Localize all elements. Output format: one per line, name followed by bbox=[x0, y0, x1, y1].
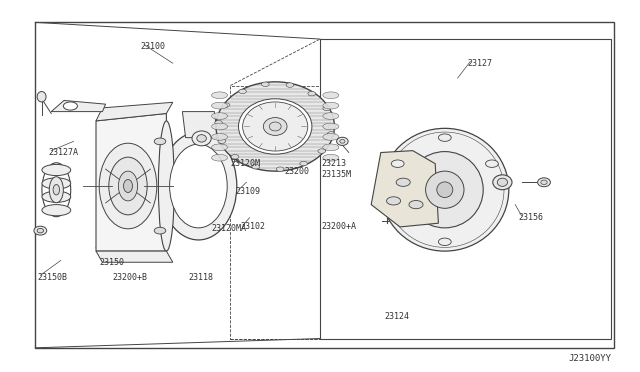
Ellipse shape bbox=[239, 89, 246, 94]
Text: J23100YY: J23100YY bbox=[568, 354, 611, 363]
Ellipse shape bbox=[328, 124, 336, 129]
Ellipse shape bbox=[381, 128, 509, 251]
Ellipse shape bbox=[212, 144, 228, 151]
Ellipse shape bbox=[340, 140, 345, 143]
Ellipse shape bbox=[262, 82, 269, 87]
Text: 23200: 23200 bbox=[285, 167, 310, 176]
Polygon shape bbox=[51, 100, 106, 112]
Ellipse shape bbox=[264, 118, 287, 135]
Ellipse shape bbox=[323, 134, 339, 140]
Ellipse shape bbox=[406, 152, 483, 228]
Ellipse shape bbox=[212, 113, 228, 119]
Ellipse shape bbox=[37, 92, 46, 102]
Ellipse shape bbox=[323, 154, 339, 161]
Polygon shape bbox=[371, 151, 438, 227]
Ellipse shape bbox=[118, 171, 138, 201]
Text: 23120MA: 23120MA bbox=[211, 224, 246, 233]
Ellipse shape bbox=[436, 182, 453, 198]
Text: 23109: 23109 bbox=[236, 187, 260, 196]
Ellipse shape bbox=[486, 160, 499, 167]
Text: 23150: 23150 bbox=[99, 258, 124, 267]
Text: 23200+A: 23200+A bbox=[322, 222, 357, 231]
Ellipse shape bbox=[42, 191, 70, 202]
Bar bbox=[320, 39, 611, 339]
Ellipse shape bbox=[109, 157, 147, 215]
Ellipse shape bbox=[53, 185, 60, 195]
Ellipse shape bbox=[197, 135, 206, 142]
Ellipse shape bbox=[63, 102, 77, 110]
Ellipse shape bbox=[49, 177, 63, 203]
Ellipse shape bbox=[323, 144, 339, 151]
Ellipse shape bbox=[387, 197, 401, 205]
Ellipse shape bbox=[231, 154, 239, 159]
Ellipse shape bbox=[323, 123, 339, 130]
Text: 23127A: 23127A bbox=[48, 148, 78, 157]
Polygon shape bbox=[96, 102, 173, 121]
Polygon shape bbox=[96, 251, 173, 262]
Polygon shape bbox=[96, 113, 166, 251]
Text: 23118: 23118 bbox=[189, 273, 214, 282]
Bar bbox=[35, 22, 614, 348]
Ellipse shape bbox=[538, 178, 550, 187]
Text: 23102: 23102 bbox=[240, 222, 265, 231]
Ellipse shape bbox=[323, 92, 339, 99]
Ellipse shape bbox=[541, 180, 547, 185]
Ellipse shape bbox=[243, 102, 308, 151]
Text: 23135M: 23135M bbox=[322, 170, 352, 179]
Ellipse shape bbox=[269, 122, 281, 131]
Ellipse shape bbox=[300, 161, 307, 166]
Ellipse shape bbox=[327, 132, 335, 136]
Ellipse shape bbox=[497, 178, 508, 186]
Text: 23127: 23127 bbox=[467, 59, 492, 68]
Ellipse shape bbox=[154, 227, 166, 234]
Ellipse shape bbox=[212, 102, 228, 109]
Ellipse shape bbox=[124, 180, 132, 193]
Ellipse shape bbox=[170, 144, 227, 228]
Ellipse shape bbox=[37, 228, 44, 233]
Ellipse shape bbox=[34, 226, 47, 235]
Ellipse shape bbox=[158, 121, 174, 251]
Bar bbox=[230, 86, 320, 339]
Ellipse shape bbox=[391, 160, 404, 167]
Ellipse shape bbox=[212, 134, 228, 140]
Ellipse shape bbox=[42, 164, 70, 176]
Ellipse shape bbox=[212, 154, 228, 161]
Ellipse shape bbox=[239, 99, 312, 154]
Ellipse shape bbox=[252, 164, 260, 169]
Ellipse shape bbox=[323, 102, 339, 109]
Ellipse shape bbox=[212, 92, 228, 99]
Ellipse shape bbox=[409, 201, 423, 209]
Ellipse shape bbox=[42, 178, 70, 189]
Ellipse shape bbox=[438, 238, 451, 246]
Ellipse shape bbox=[42, 205, 70, 216]
Text: 23124: 23124 bbox=[384, 312, 409, 321]
Ellipse shape bbox=[216, 82, 334, 171]
Ellipse shape bbox=[337, 137, 348, 145]
Ellipse shape bbox=[308, 92, 316, 96]
Ellipse shape bbox=[493, 175, 512, 190]
Text: 23150B: 23150B bbox=[37, 273, 67, 282]
Ellipse shape bbox=[154, 138, 166, 145]
Text: 23100: 23100 bbox=[141, 42, 166, 51]
Text: 23156: 23156 bbox=[518, 213, 543, 222]
Ellipse shape bbox=[318, 149, 326, 153]
Ellipse shape bbox=[192, 131, 211, 146]
Ellipse shape bbox=[438, 134, 451, 141]
Ellipse shape bbox=[160, 132, 237, 240]
Ellipse shape bbox=[212, 123, 228, 130]
Ellipse shape bbox=[286, 83, 294, 87]
Ellipse shape bbox=[396, 178, 410, 186]
Ellipse shape bbox=[426, 171, 464, 208]
Ellipse shape bbox=[323, 106, 330, 110]
Ellipse shape bbox=[99, 143, 157, 229]
Text: 23213: 23213 bbox=[322, 159, 347, 168]
Text: 23120M: 23120M bbox=[230, 159, 260, 168]
Text: 23200+B: 23200+B bbox=[112, 273, 147, 282]
Polygon shape bbox=[182, 112, 218, 138]
Ellipse shape bbox=[215, 121, 223, 125]
Ellipse shape bbox=[222, 103, 230, 107]
Ellipse shape bbox=[218, 139, 226, 143]
Ellipse shape bbox=[323, 113, 339, 119]
Ellipse shape bbox=[276, 167, 284, 171]
